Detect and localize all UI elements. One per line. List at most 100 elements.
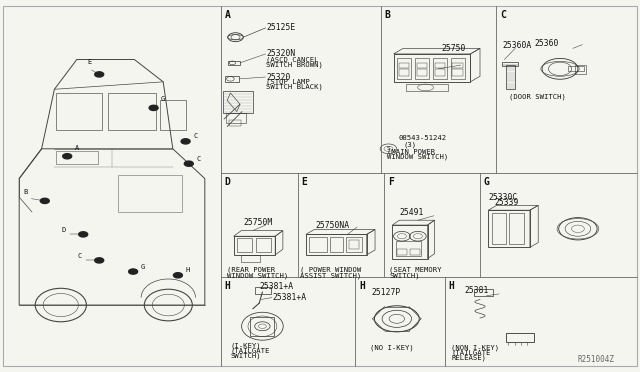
Circle shape <box>181 139 190 144</box>
Bar <box>452 63 463 68</box>
Circle shape <box>95 258 104 263</box>
Bar <box>241 255 260 262</box>
Text: 25750M: 25750M <box>243 218 273 227</box>
Bar <box>452 69 463 76</box>
Bar <box>435 63 445 68</box>
Bar <box>417 63 427 68</box>
Text: 25339: 25339 <box>495 198 519 207</box>
Text: RELEASE): RELEASE) <box>451 354 486 361</box>
Text: (TAILGATE: (TAILGATE <box>451 349 491 356</box>
Text: (STOP LAMP: (STOP LAMP <box>266 79 310 86</box>
Text: 25360A: 25360A <box>502 41 532 50</box>
Bar <box>397 249 407 255</box>
Text: 08543-51242: 08543-51242 <box>399 135 447 141</box>
Text: (ASCD CANCEL: (ASCD CANCEL <box>266 56 319 63</box>
Circle shape <box>129 269 138 274</box>
Bar <box>306 234 367 255</box>
Bar <box>346 237 362 252</box>
Bar <box>394 54 470 82</box>
Text: (NON I-KEY): (NON I-KEY) <box>451 344 499 351</box>
Bar <box>509 213 524 244</box>
Text: 25750: 25750 <box>442 44 466 53</box>
Text: 25381: 25381 <box>464 286 488 295</box>
Text: 25360: 25360 <box>534 39 559 48</box>
Text: E: E <box>88 59 92 65</box>
Text: (REAR POWER: (REAR POWER <box>227 266 275 273</box>
Bar <box>234 236 275 255</box>
Circle shape <box>173 273 182 278</box>
Text: SWITCH BLACK): SWITCH BLACK) <box>266 83 323 90</box>
Text: (MAIN POWER: (MAIN POWER <box>387 148 435 155</box>
Text: SWITCH BROWN): SWITCH BROWN) <box>266 61 323 68</box>
Text: (I-KEY): (I-KEY) <box>230 343 261 349</box>
Bar <box>396 241 421 256</box>
Text: H: H <box>449 282 454 291</box>
Text: G: G <box>141 264 145 270</box>
Bar <box>399 69 409 76</box>
Text: ASSIST SWITCH): ASSIST SWITCH) <box>300 272 361 279</box>
Bar <box>502 62 518 66</box>
Circle shape <box>63 154 72 159</box>
Bar <box>406 84 448 91</box>
Bar <box>435 69 445 76</box>
Text: D: D <box>225 177 230 187</box>
Text: F: F <box>388 177 394 187</box>
Bar <box>417 69 427 76</box>
Text: 25381+A: 25381+A <box>273 293 307 302</box>
Text: (SEAT MEMORY: (SEAT MEMORY <box>389 266 442 273</box>
Bar <box>474 289 493 296</box>
Text: WINDOW SWITCH): WINDOW SWITCH) <box>227 272 289 279</box>
Text: 25750NA: 25750NA <box>316 221 349 230</box>
Bar <box>392 225 428 259</box>
Text: 25127P: 25127P <box>371 288 401 296</box>
Text: 25330C: 25330C <box>488 193 518 202</box>
Bar <box>108 93 156 130</box>
Bar <box>488 210 530 247</box>
Text: ( POWER WINDOW: ( POWER WINDOW <box>300 266 361 273</box>
Text: A: A <box>75 145 79 151</box>
Bar <box>433 58 447 79</box>
Bar <box>568 66 584 71</box>
Bar <box>226 113 246 123</box>
Bar <box>225 76 239 82</box>
Bar <box>349 240 359 249</box>
Text: C: C <box>78 253 82 259</box>
Text: A: A <box>225 10 230 20</box>
Bar <box>256 238 271 252</box>
Text: H: H <box>359 282 365 291</box>
Text: 25125E: 25125E <box>266 23 296 32</box>
Bar <box>56 151 98 164</box>
Bar <box>330 237 343 252</box>
Bar <box>237 238 252 252</box>
Bar <box>160 100 186 130</box>
Text: (TAILGATE: (TAILGATE <box>230 347 270 354</box>
Bar <box>118 175 182 212</box>
Text: WINDOW SWITCH): WINDOW SWITCH) <box>387 153 449 160</box>
Text: B: B <box>24 189 28 195</box>
Text: C: C <box>500 10 506 20</box>
Bar <box>223 91 253 113</box>
Bar <box>575 65 586 74</box>
Bar <box>492 213 506 244</box>
Text: 25320N: 25320N <box>266 49 296 58</box>
Bar <box>451 58 465 79</box>
Bar <box>228 61 240 65</box>
Circle shape <box>95 72 104 77</box>
Text: 25381+A: 25381+A <box>259 282 293 291</box>
Circle shape <box>79 232 88 237</box>
Bar <box>399 63 409 68</box>
Text: E: E <box>301 177 307 187</box>
Text: G: G <box>484 177 490 187</box>
Text: 25320: 25320 <box>266 73 291 81</box>
Bar <box>309 237 327 252</box>
Text: H: H <box>186 267 189 273</box>
Bar <box>397 58 411 79</box>
Bar <box>56 93 102 130</box>
Text: (NO I-KEY): (NO I-KEY) <box>370 344 413 351</box>
Text: S: S <box>387 146 390 151</box>
Text: 25491: 25491 <box>399 208 424 217</box>
Bar <box>415 58 429 79</box>
Text: (3): (3) <box>403 141 417 148</box>
Text: R251004Z: R251004Z <box>577 355 614 364</box>
Bar <box>250 317 274 336</box>
